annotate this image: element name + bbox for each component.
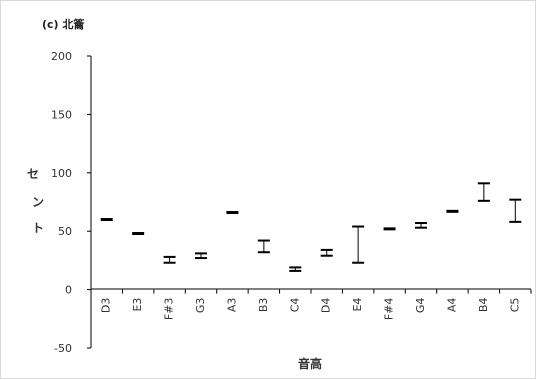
y-axis-title-char-2: ン (32, 195, 44, 209)
y-tick-label: -50 (54, 342, 72, 355)
range-mark (446, 209, 459, 213)
range-mark (163, 255, 176, 264)
x-tick-label: F#4 (383, 298, 396, 321)
range-mark (132, 232, 145, 236)
range-mark (415, 222, 427, 229)
x-tick-label: G4 (414, 298, 427, 314)
range-mark-flat (383, 227, 396, 231)
x-tick-label: D4 (320, 298, 333, 313)
x-tick-label: E4 (351, 298, 364, 312)
y-tick-label: 100 (51, 167, 72, 180)
range-mark (226, 211, 239, 215)
range-mark-flat (226, 211, 239, 215)
range-mark (320, 248, 333, 257)
range-mark (257, 239, 270, 254)
y-tick-label: 150 (51, 108, 72, 121)
x-tick-label: B4 (477, 298, 490, 313)
x-axis-title: 音高 (298, 356, 322, 371)
y-tick-label: 50 (58, 225, 72, 238)
chart-title: (c) 北籥 (42, 17, 85, 31)
x-tick-label: E3 (131, 298, 144, 312)
x-tick-label: B3 (257, 298, 270, 313)
x-tick-label: G3 (194, 298, 207, 314)
y-axis-title-char-3: ト (32, 221, 44, 235)
x-tick-label: C4 (288, 298, 301, 313)
range-mark (289, 266, 302, 272)
range-mark-flat (132, 232, 145, 236)
x-tick-label: A3 (225, 298, 238, 313)
range-mark (509, 198, 522, 223)
x-tick-label: A4 (445, 298, 458, 313)
range-mark (383, 227, 396, 231)
x-tick-label: C5 (508, 298, 521, 313)
x-tick-label: F#3 (163, 298, 176, 321)
y-tick-label: 200 (51, 50, 72, 63)
x-tick-label: D3 (100, 298, 113, 313)
y-tick-label: 0 (65, 284, 72, 297)
y-axis-title-char-1: セ (27, 167, 39, 181)
range-mark-flat (100, 218, 113, 222)
range-mark (477, 182, 490, 202)
range-mark (100, 218, 113, 222)
range-mark-flat (446, 209, 459, 213)
range-mark (195, 252, 207, 260)
range-mark (352, 225, 365, 264)
